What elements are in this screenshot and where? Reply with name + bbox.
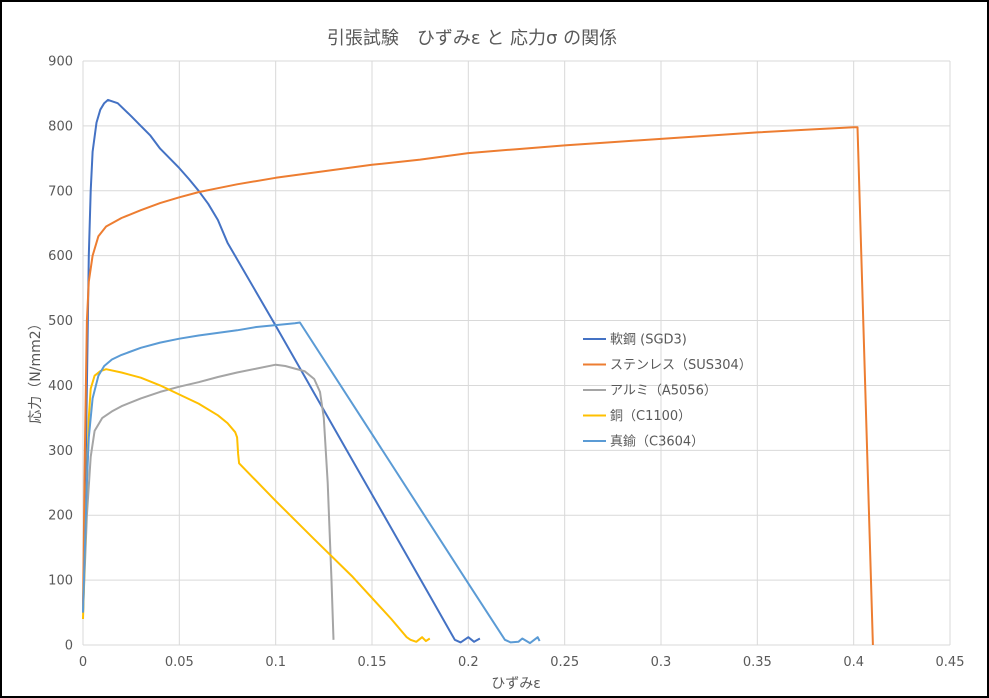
legend-label-2: ステンレス（SUS304）: [610, 358, 752, 373]
x-tick-label: 0.2: [458, 655, 479, 670]
x-tick-label: 0.3: [651, 655, 672, 670]
y-tick-label: 900: [48, 55, 73, 70]
y-tick-label: 800: [48, 119, 73, 134]
legend-label-1: 軟鋼 (SGD3): [610, 332, 687, 348]
series-lines: [82, 98, 874, 646]
legend-label-5: 真鍮（C3604）: [610, 434, 704, 450]
x-tick-label: 0: [79, 655, 87, 670]
x-tick-label: 0.25: [550, 655, 579, 670]
y-tick-label: 500: [48, 314, 73, 329]
x-tick-label: 0.35: [743, 655, 772, 670]
series-line-4: [82, 368, 431, 643]
series-line-3: [82, 363, 335, 640]
y-tick-label: 600: [48, 249, 73, 264]
x-tick-label: 0.15: [358, 655, 387, 670]
x-tick-label: 0.45: [936, 655, 965, 670]
x-tick-label: 0.1: [265, 655, 286, 670]
grid-lines: [82, 60, 951, 646]
y-tick-label: 700: [48, 184, 73, 199]
y-tick-label: 300: [48, 444, 73, 459]
y-tick-label: 200: [48, 509, 73, 524]
y-tick-label: 400: [48, 379, 73, 394]
x-axis-title: ひずみε: [491, 676, 541, 692]
x-tick-label: 0.05: [165, 655, 194, 670]
legend-label-4: 銅（C1100）: [610, 409, 691, 424]
series-line-5: [82, 321, 541, 645]
chart-title: 引張試験 ひずみε と 応力σ の関係: [327, 28, 617, 49]
series-line-1: [82, 98, 481, 644]
y-tick-label: 0: [65, 639, 73, 654]
legend-label-3: アルミ（A5056）: [610, 384, 717, 399]
y-tick-label: 100: [48, 574, 73, 589]
tick-labels: 0 100 200 300 400 500 600 700 800 900 0 0.05 0.1 0.15…: [48, 55, 964, 671]
y-axis-title: 応力（N/mm2）: [28, 316, 44, 423]
legend: 軟鋼 (SGD3) ステンレス（SUS304） アルミ（A5056） 銅（C1100）…: [583, 332, 752, 450]
x-tick-label: 0.4: [843, 655, 864, 670]
series-line-2: [82, 126, 874, 646]
